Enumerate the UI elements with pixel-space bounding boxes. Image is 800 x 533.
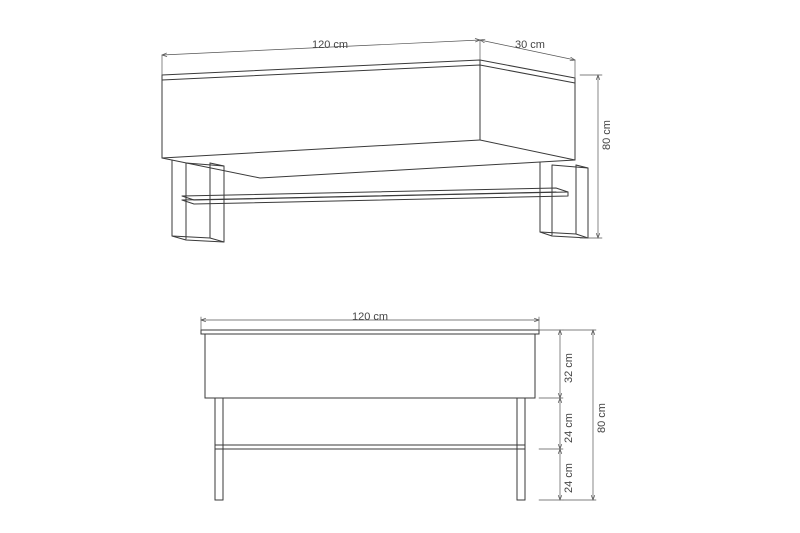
technical-drawing: 120 cm 30 cm 80 cm 120 cm 32 cm 24 cm 24 cm 80… <box>0 0 800 533</box>
dim-label-section-32: 32 cm <box>563 353 575 383</box>
dim-label-section-24a: 24 cm <box>563 413 575 443</box>
dim-label-width-120: 120 cm <box>312 39 348 51</box>
dim-label-section-24b: 24 cm <box>563 463 575 493</box>
dim-label-height-80: 80 cm <box>601 120 613 150</box>
perspective-view: 120 cm 30 cm 80 cm <box>162 39 613 242</box>
dim-label-front-width-120: 120 cm <box>352 311 388 323</box>
dim-label-depth-30: 30 cm <box>515 39 545 51</box>
dim-label-full-height-80: 80 cm <box>596 403 608 433</box>
front-elevation-view: 120 cm 32 cm 24 cm 24 cm 80 cm <box>201 311 608 500</box>
